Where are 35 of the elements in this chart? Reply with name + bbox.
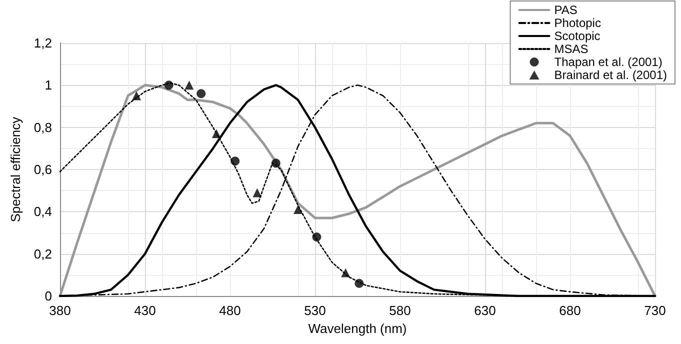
- x-tick-label: 730: [644, 303, 666, 318]
- point: [184, 80, 194, 90]
- x-tick-label: 680: [559, 303, 581, 318]
- point: [212, 129, 221, 138]
- point: [230, 156, 240, 166]
- point: [196, 89, 206, 98]
- legend-label: Photopic: [554, 16, 601, 30]
- y-tick-label: 0,4: [34, 204, 52, 220]
- x-tick-label: 430: [134, 303, 156, 318]
- point: [252, 188, 262, 198]
- x-tick-label: 630: [474, 303, 496, 318]
- x-tick-label: 380: [49, 303, 71, 318]
- point: [312, 232, 322, 242]
- y-axis-title: Spectral efficiency: [8, 116, 23, 222]
- point: [271, 158, 280, 168]
- legend-label: MSAS: [554, 42, 588, 56]
- y-tick-label: 0,2: [34, 246, 52, 262]
- point: [132, 91, 141, 100]
- point: [294, 205, 302, 214]
- legend-label: Brainard et al. (2001): [554, 68, 668, 82]
- point: [341, 268, 350, 278]
- x-tick-label: 530: [304, 303, 326, 318]
- y-tick-label: 0,8: [34, 120, 52, 135]
- y-tick-label: 1: [44, 78, 52, 93]
- point: [354, 278, 364, 288]
- legend-label: Scotopic: [554, 29, 600, 43]
- x-axis-title: Wavelength (nm): [308, 320, 407, 336]
- y-tick-label: 1,2: [34, 36, 52, 50]
- x-tick-label: 480: [219, 303, 241, 318]
- legend-label: Thapan et al. (2001): [554, 55, 662, 69]
- y-tick-label: 0,6: [34, 162, 52, 177]
- x-tick-label: 580: [389, 303, 411, 318]
- point: [164, 80, 174, 90]
- y-tick-label: 0: [44, 288, 52, 304]
- legend-label: PAS: [554, 3, 578, 17]
